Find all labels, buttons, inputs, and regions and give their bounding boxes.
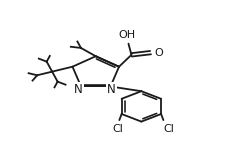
Text: N: N xyxy=(74,83,82,96)
Text: OH: OH xyxy=(118,30,135,40)
Text: N: N xyxy=(106,83,115,96)
Text: Cl: Cl xyxy=(112,124,123,134)
Text: Cl: Cl xyxy=(163,124,174,134)
Text: O: O xyxy=(154,48,163,58)
